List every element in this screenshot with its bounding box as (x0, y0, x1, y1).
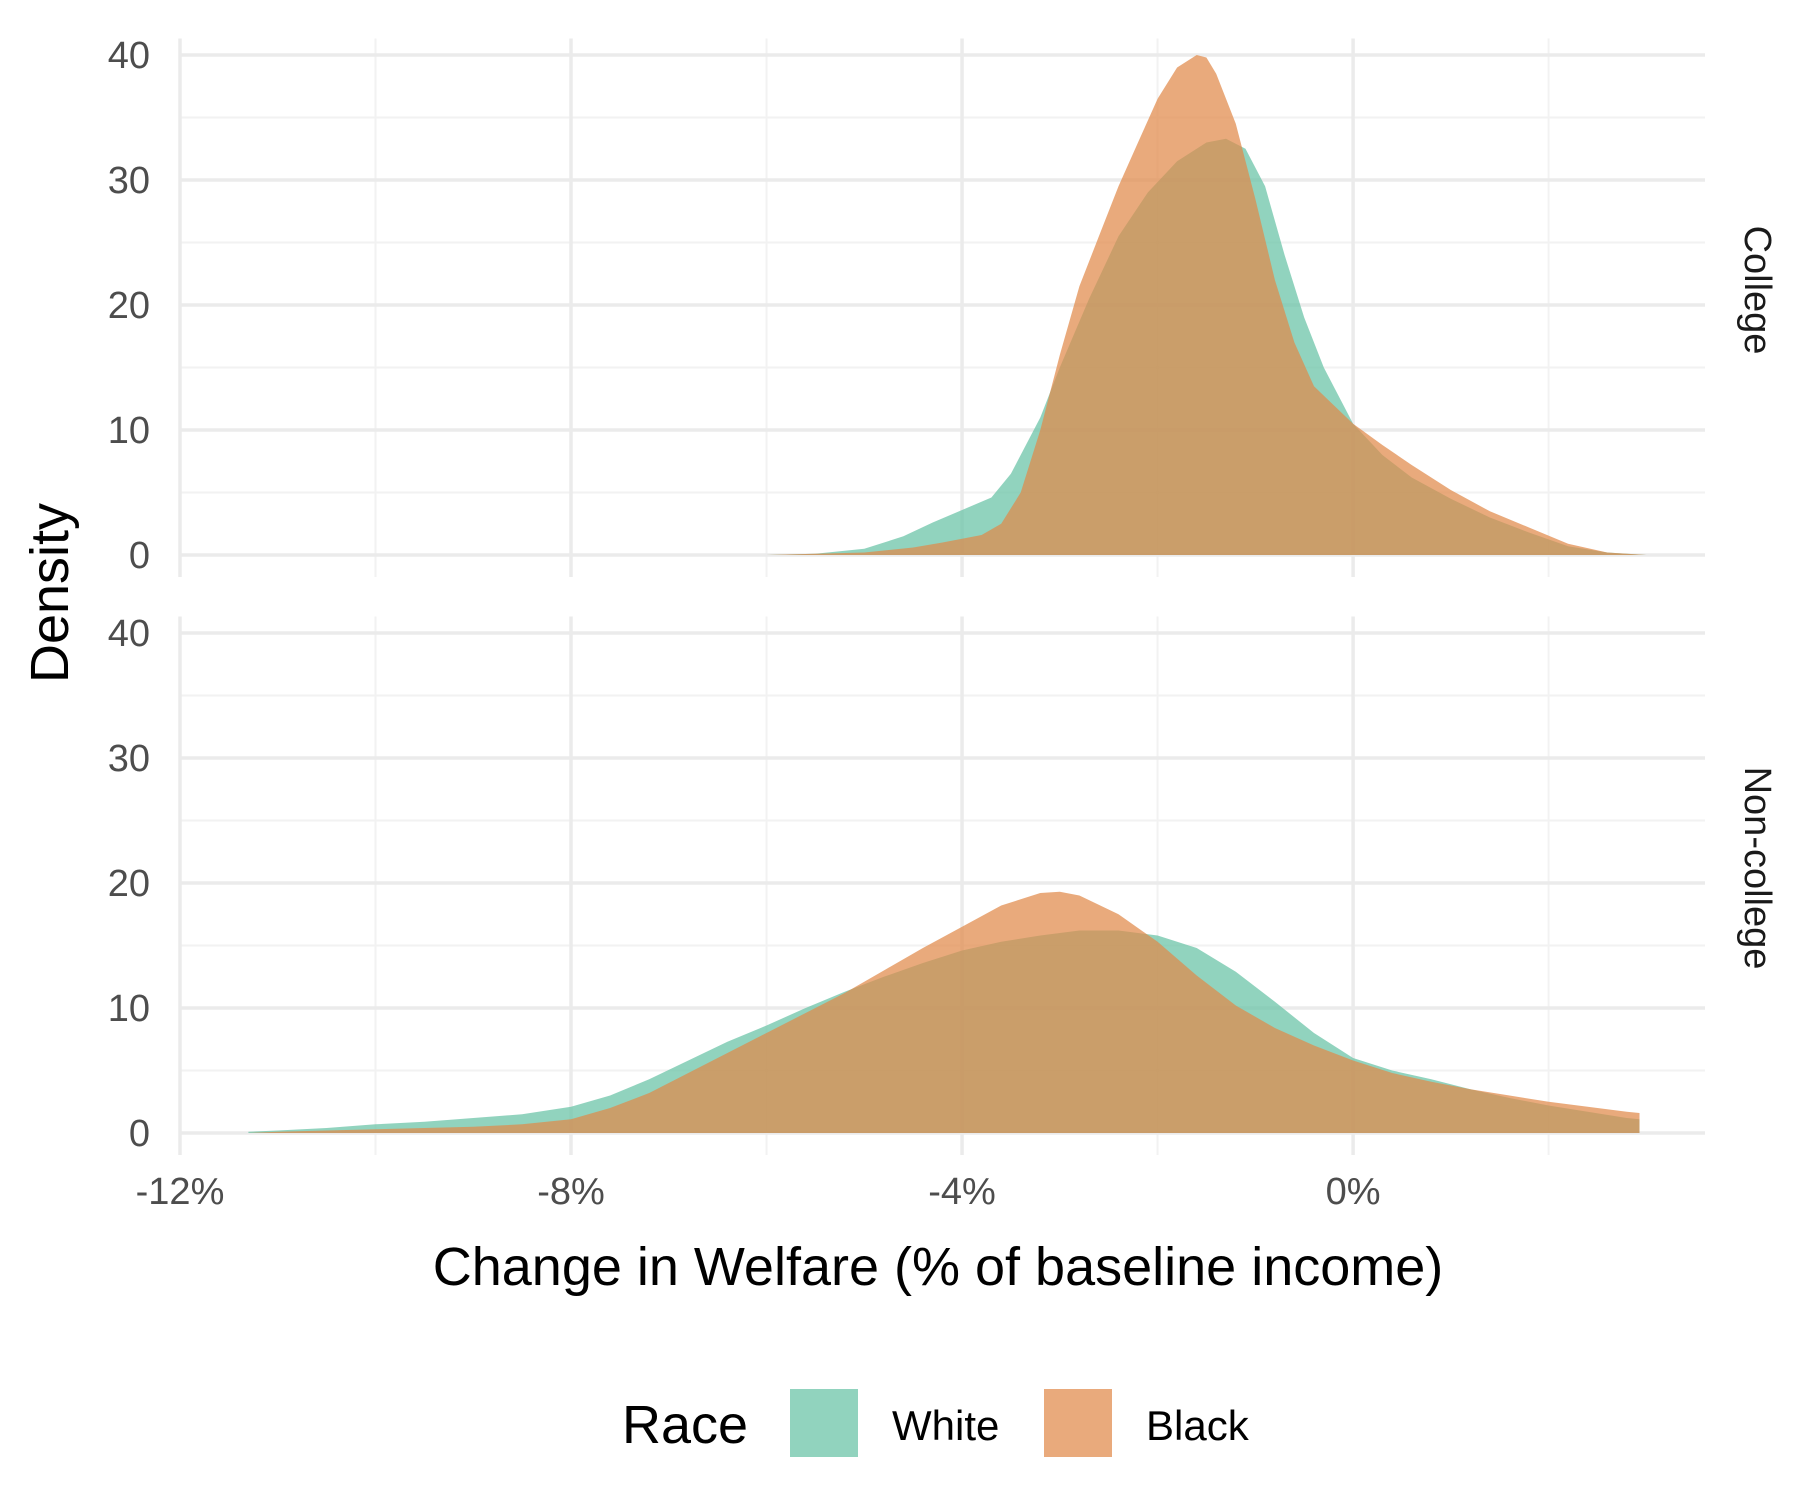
strip-layer: College Non-college (1736, 226, 1778, 970)
y-tick-label: 30 (108, 738, 150, 780)
x-tick-label: -8% (537, 1171, 605, 1213)
y-tick-label: 20 (108, 863, 150, 905)
x-tick-label: -4% (928, 1171, 996, 1213)
x-tick-label: 0% (1326, 1171, 1381, 1213)
legend-title: Race (622, 1395, 748, 1455)
y-axis-title: Density (20, 503, 80, 683)
strip-label-college: College (1736, 226, 1778, 355)
y-tick-label: 10 (108, 988, 150, 1030)
y-tick-label: 40 (108, 613, 150, 655)
legend-key-white (790, 1389, 858, 1457)
legend: Race White Black (622, 1389, 1250, 1457)
y-tick-label: 30 (108, 160, 150, 202)
density-layer (248, 55, 1647, 1133)
y-tick-label: 0 (129, 535, 150, 577)
y-tick-label: 0 (129, 1113, 150, 1155)
legend-key-black (1044, 1389, 1112, 1457)
legend-label-black: Black (1146, 1402, 1250, 1449)
density-area-black-college (766, 55, 1647, 555)
density-area-black-non-college (248, 891, 1640, 1133)
tick-layer: 0 10 20 30 40 0 10 20 30 40 -12% -8% -4% 0% (108, 35, 1381, 1213)
y-tick-label: 40 (108, 35, 150, 77)
x-tick-label: -12% (136, 1171, 225, 1213)
y-tick-label: 20 (108, 285, 150, 327)
y-tick-label: 10 (108, 410, 150, 452)
strip-label-non-college: Non-college (1736, 767, 1778, 970)
x-axis-title: Change in Welfare (% of baseline income) (433, 1237, 1444, 1297)
legend-label-white: White (892, 1402, 999, 1449)
